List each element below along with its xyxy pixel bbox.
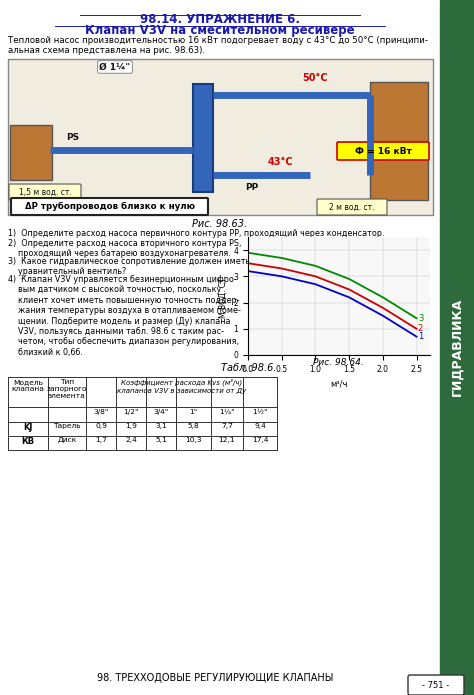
Text: 3/4": 3/4" bbox=[154, 409, 169, 415]
Text: 50°C: 50°C bbox=[302, 73, 328, 83]
Text: 3,1: 3,1 bbox=[155, 423, 167, 429]
Text: 2 м вод. ст.: 2 м вод. ст. bbox=[329, 202, 375, 211]
Text: Ф = 16 кВт: Ф = 16 кВт bbox=[355, 147, 411, 156]
Text: Табл. 98.6.: Табл. 98.6. bbox=[221, 363, 277, 373]
Text: 1)  Определите расход насоса первичного контура PP, проходящий через конденсатор: 1) Определите расход насоса первичного к… bbox=[8, 229, 384, 238]
FancyBboxPatch shape bbox=[337, 142, 429, 160]
Text: Тип
запорного
элемента: Тип запорного элемента bbox=[47, 379, 87, 399]
Text: 43°C: 43°C bbox=[267, 157, 293, 167]
Bar bbox=[193, 84, 213, 192]
Bar bbox=[370, 82, 428, 200]
Text: Рис. 98.64.: Рис. 98.64. bbox=[313, 358, 364, 367]
Text: Тарель: Тарель bbox=[53, 423, 81, 429]
Text: 1/2": 1/2" bbox=[123, 409, 139, 415]
Bar bbox=[8, 59, 433, 215]
FancyBboxPatch shape bbox=[408, 675, 464, 695]
Text: 3: 3 bbox=[418, 313, 423, 322]
Text: 98. ТРЕХХОДОВЫЕ РЕГУЛИРУЮЩИЕ КЛАПАНЫ: 98. ТРЕХХОДОВЫЕ РЕГУЛИРУЮЩИЕ КЛАПАНЫ bbox=[97, 673, 333, 683]
Text: 1½": 1½" bbox=[252, 409, 268, 415]
Text: ΔР трубопроводов близко к нулю: ΔР трубопроводов близко к нулю bbox=[25, 202, 195, 211]
Text: 0,9: 0,9 bbox=[95, 423, 107, 429]
Text: KJ: KJ bbox=[23, 423, 33, 432]
Text: Ø 1¼": Ø 1¼" bbox=[100, 63, 130, 72]
Bar bbox=[10, 125, 52, 180]
Text: 4)  Клапан V3V управляется безинерционным цифро-
    вым датчиком с высокой точн: 4) Клапан V3V управляется безинерционным… bbox=[8, 275, 241, 357]
Text: 9,4: 9,4 bbox=[254, 423, 266, 429]
Y-axis label: М ВОД. СТ.: М ВОД. СТ. bbox=[219, 275, 228, 318]
Text: 2: 2 bbox=[418, 325, 423, 334]
Text: 5,1: 5,1 bbox=[155, 437, 167, 443]
Text: Клапан V3V на смесительном ресивере: Клапан V3V на смесительном ресивере bbox=[85, 24, 355, 37]
Text: Коэффициент расхода Kvs (м³/ч)
клапанов V3V в зависимости от Ду: Коэффициент расхода Kvs (м³/ч) клапанов … bbox=[117, 379, 246, 393]
FancyBboxPatch shape bbox=[317, 199, 387, 215]
Text: Модель
клапана: Модель клапана bbox=[11, 379, 45, 392]
Text: 7,7: 7,7 bbox=[221, 423, 233, 429]
FancyBboxPatch shape bbox=[11, 198, 208, 215]
Text: 1,9: 1,9 bbox=[125, 423, 137, 429]
Text: 98.14. УПРАЖНЕНИЕ 6.: 98.14. УПРАЖНЕНИЕ 6. bbox=[140, 13, 300, 26]
Text: PS: PS bbox=[66, 133, 80, 142]
Text: 3/8": 3/8" bbox=[93, 409, 109, 415]
Text: 1: 1 bbox=[418, 332, 423, 341]
Bar bbox=[440, 0, 474, 695]
FancyBboxPatch shape bbox=[9, 184, 81, 200]
Text: 1": 1" bbox=[190, 409, 198, 415]
Text: 2,4: 2,4 bbox=[125, 437, 137, 443]
Text: Тепловой насос производительностью 16 кВт подогревает воду с 43°C до 50°C (принц: Тепловой насос производительностью 16 кВ… bbox=[8, 36, 428, 56]
Text: - 751 -: - 751 - bbox=[422, 680, 449, 689]
Text: 1¼": 1¼" bbox=[219, 409, 235, 415]
Text: 5,8: 5,8 bbox=[188, 423, 200, 429]
Text: 12,1: 12,1 bbox=[219, 437, 235, 443]
Text: 2)  Определите расход насоса вторичного контура PS,
    проходящий через батарею: 2) Определите расход насоса вторичного к… bbox=[8, 239, 241, 259]
Text: 10,3: 10,3 bbox=[185, 437, 202, 443]
X-axis label: м³/ч: м³/ч bbox=[330, 379, 348, 389]
Text: 3)  Какое гидравлическое сопротивление должен иметь
    уравнительный вентиль?: 3) Какое гидравлическое сопротивление до… bbox=[8, 257, 250, 277]
Text: 17,4: 17,4 bbox=[252, 437, 268, 443]
Text: Диск: Диск bbox=[57, 437, 77, 443]
Text: ГИДРАВЛИКА: ГИДРАВЛИКА bbox=[450, 298, 464, 396]
Text: 1,7: 1,7 bbox=[95, 437, 107, 443]
Text: PP: PP bbox=[246, 183, 259, 193]
Text: Рис. 98.63.: Рис. 98.63. bbox=[192, 219, 247, 229]
Text: 1,5 м вод. ст.: 1,5 м вод. ст. bbox=[18, 188, 72, 197]
Text: КВ: КВ bbox=[21, 437, 35, 446]
